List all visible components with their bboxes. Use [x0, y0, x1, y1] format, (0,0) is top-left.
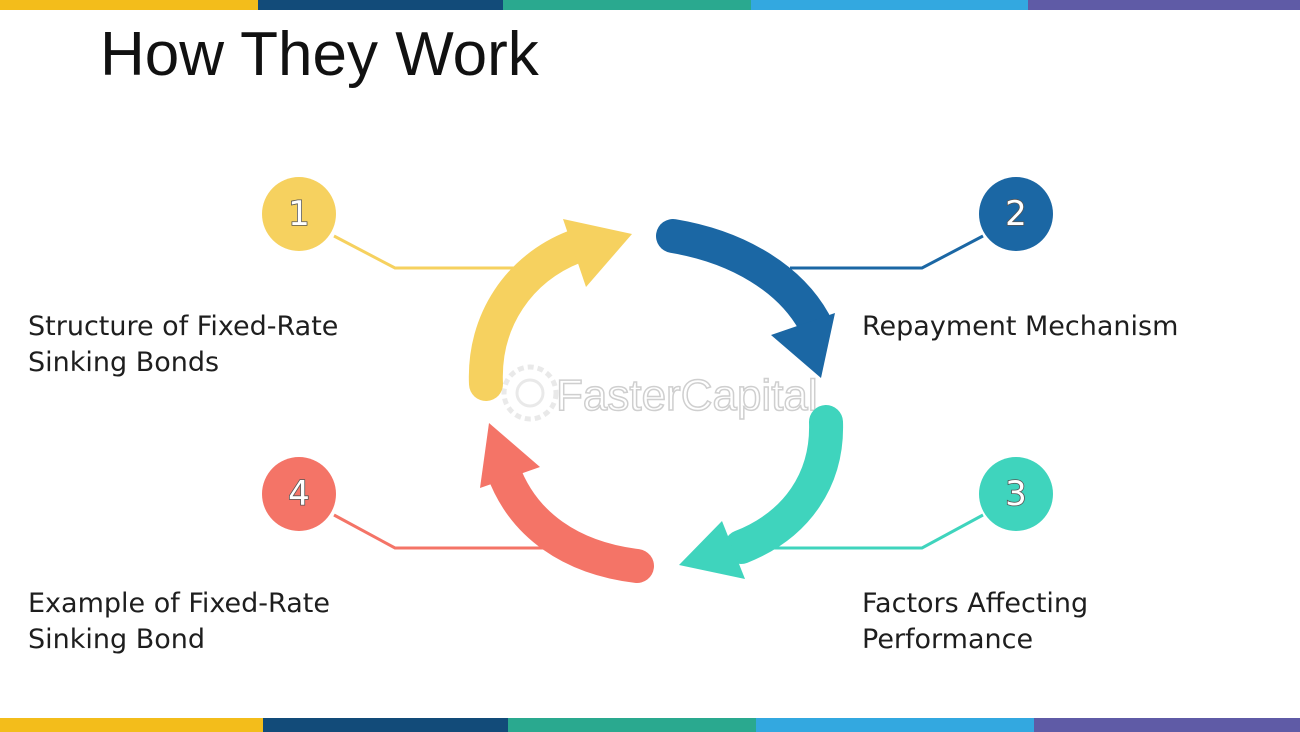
bottom-color-bar: [0, 718, 1300, 732]
step-2-label: Repayment Mechanism: [862, 311, 1179, 342]
step-4-number-badge: 4: [262, 457, 336, 531]
svg-text:1: 1: [288, 194, 310, 234]
step-1-number-badge: 1: [262, 177, 336, 251]
connector-line-2: [790, 234, 984, 270]
cycle-arrow-blue: [656, 219, 835, 378]
connector-line-1: [333, 234, 525, 270]
connector-line-4: [333, 513, 548, 550]
svg-text:3: 3: [1005, 474, 1027, 514]
step-2-number-badge: 2: [979, 177, 1053, 251]
top-color-bar: [0, 0, 1300, 10]
page-title: How They Work: [100, 20, 539, 89]
step-3-label: Factors Affecting Performance: [862, 588, 1089, 655]
step-1-label: Structure of Fixed-Rate Sinking Bonds: [28, 311, 339, 378]
cycle-arrow-teal: [679, 405, 844, 579]
svg-text:4: 4: [288, 474, 310, 514]
svg-text:2: 2: [1005, 194, 1027, 234]
connector-line-3: [770, 513, 984, 550]
step-4-label: Example of Fixed-Rate Sinking Bond: [28, 588, 330, 655]
watermark-logo-icon: [501, 364, 559, 422]
cycle-arrow-yellow: [468, 219, 632, 401]
watermark-text: FasterCapital: [556, 371, 818, 420]
step-3-number-badge: 3: [979, 457, 1053, 531]
cycle-arrow-red: [480, 423, 654, 583]
